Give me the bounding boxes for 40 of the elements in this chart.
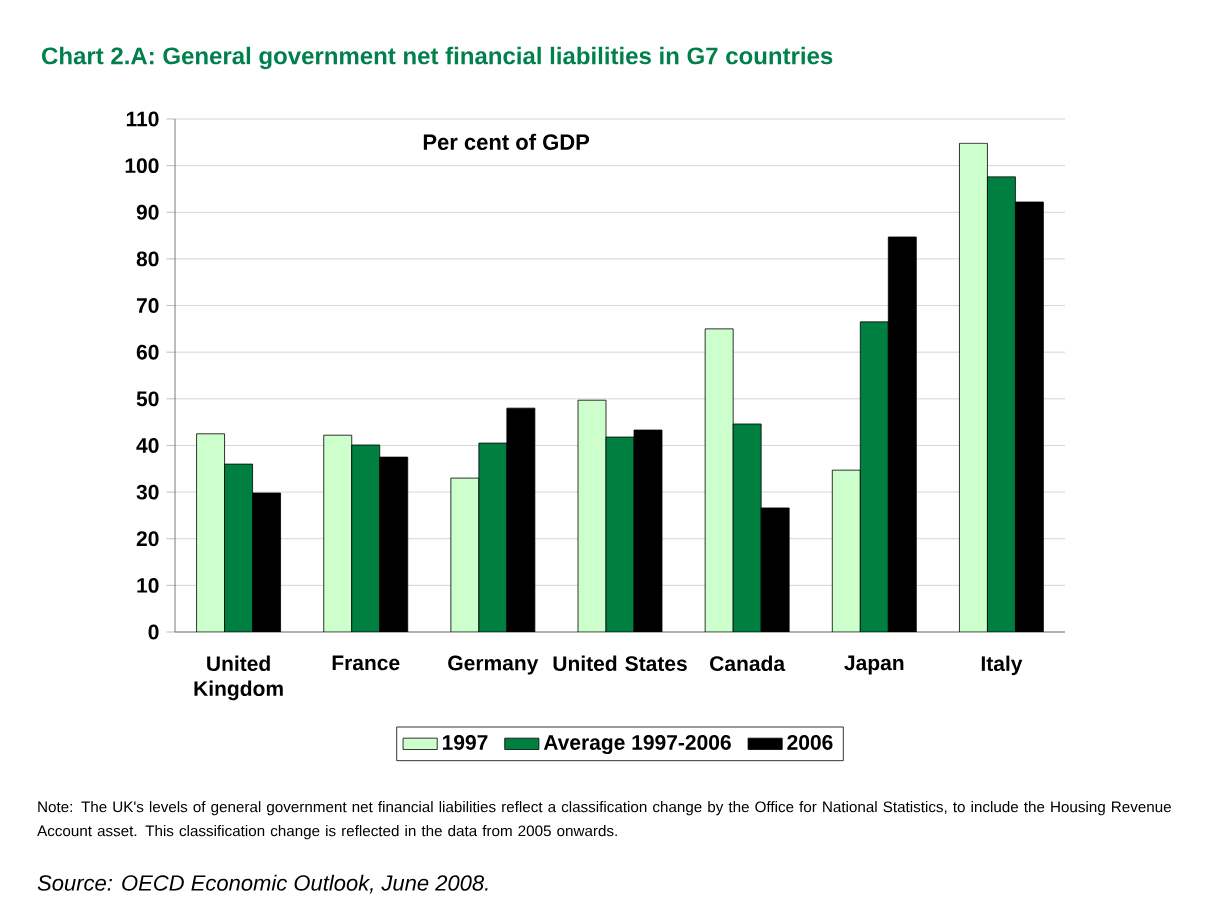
- annotation: Per cent of GDP: [423, 133, 590, 150]
- text: Note: The UK's levels of general government net financial liabilities reflect a classification change by the Office for National Statistics, to include the Housing Revenue Account asset. This classification change is reflected in the data from 2005 onwards.: [37, 801, 1171, 840]
- y-tick-label: 110: [126, 111, 159, 127]
- source-note: Source: OECD Economic Outlook, June 2008.: [37, 874, 488, 894]
- bar: [704, 328, 734, 632]
- y-tick-label: 30: [136, 484, 159, 500]
- bar: [323, 434, 353, 632]
- legend-label: 1997: [442, 735, 488, 750]
- y-tick-label: 40: [136, 438, 159, 453]
- bar: [831, 469, 861, 632]
- bar: [351, 444, 381, 632]
- bar: [450, 477, 480, 632]
- x-tick-label: United States: [553, 655, 687, 672]
- y-tick-label: 90: [136, 204, 159, 220]
- x-tick-label: Japan: [844, 655, 904, 675]
- y-tick-label: 50: [136, 391, 159, 407]
- x-tick-label: United Kingdom: [194, 655, 283, 701]
- y-tick-label: 0: [148, 624, 159, 640]
- x-tick-label: Canada: [710, 655, 786, 672]
- y-tick-label: 100: [125, 158, 159, 174]
- y-tick-label: 80: [136, 251, 159, 267]
- chart-title: Chart 2.A: General government net financial liabilities in G7 countries: [42, 46, 833, 70]
- y-tick-label: 60: [136, 344, 159, 360]
- y-tick-label: 70: [136, 298, 159, 313]
- bar: [577, 399, 607, 632]
- bar: [224, 463, 253, 632]
- legend-label: 2006: [787, 735, 833, 750]
- bar: [987, 176, 1016, 632]
- x-tick-label: Italy: [981, 655, 1023, 676]
- bar: [478, 442, 508, 632]
- x-tick-label: France: [332, 655, 400, 671]
- bar: [959, 142, 988, 632]
- x-tick-label: Germany: [448, 655, 539, 675]
- legend-label: Average 1997-2006: [543, 735, 731, 755]
- y-tick-label: 20: [136, 531, 159, 547]
- bar: [605, 436, 635, 632]
- bar: [732, 423, 762, 632]
- bar: [859, 321, 889, 632]
- y-tick-label: 10: [137, 577, 159, 593]
- bar: [196, 433, 225, 632]
